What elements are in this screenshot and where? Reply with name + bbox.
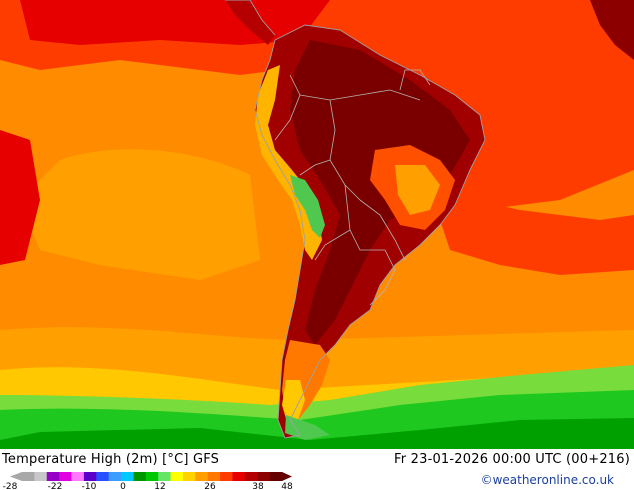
legend-arrow-right [282, 472, 292, 481]
ocean-hot-atlantic [430, 190, 634, 275]
legend-swatch [182, 472, 196, 481]
credit-link[interactable]: ©weatheronline.co.uk [480, 473, 614, 487]
legend-swatch [121, 472, 134, 481]
legend-tick-label: -22 [48, 482, 63, 490]
ocean-band-deepgreen-south [0, 418, 634, 449]
legend-ticks: -28 -22 -10 0 12 26 38 48 [3, 482, 293, 490]
legend-tick-label: 48 [281, 482, 293, 490]
legend-swatch [170, 472, 184, 481]
legend-swatch [145, 472, 159, 481]
legend-arrow-left [10, 472, 22, 481]
legend-swatch [133, 472, 147, 481]
legend-tick-label: 0 [120, 482, 126, 490]
map-footer: Temperature High (2m) [°C] GFS Fr 23-01-… [0, 449, 634, 490]
andes-cool-strip [255, 65, 322, 260]
legend-swatch [158, 472, 172, 481]
legend-swatch [22, 472, 35, 481]
africa-edge [590, 0, 634, 60]
legend-swatch [59, 472, 73, 481]
legend-swatch [96, 472, 110, 481]
legend-swatch [195, 472, 209, 481]
temperature-map [0, 0, 634, 449]
map-title: Temperature High (2m) [°C] GFS [2, 452, 220, 467]
legend-swatch [257, 472, 271, 481]
legend-swatch [71, 472, 85, 481]
tierra-del-fuego [285, 415, 330, 440]
andes-green-patch [290, 175, 325, 238]
legend-swatch [220, 472, 233, 481]
brazil-highlands-orange [395, 165, 440, 215]
patagonia-yellow [282, 380, 305, 425]
legend-swatch [83, 472, 97, 481]
legend-swatch [207, 472, 221, 481]
legend-tick-label: 12 [154, 482, 165, 490]
ocean-hot-westpacific [0, 130, 40, 265]
legend-swatch [108, 472, 122, 481]
central-america [225, 0, 275, 45]
legend-tick-label: -10 [82, 482, 97, 490]
valid-time: Fr 23-01-2026 00:00 UTC (00+216) [394, 452, 630, 467]
legend-swatch [34, 472, 48, 481]
coastline [225, 0, 486, 439]
country-borders [274, 69, 431, 306]
legend-swatches [10, 472, 292, 481]
color-legend: -28 -22 -10 0 12 26 38 48 [3, 472, 293, 490]
legend-tick-label: 26 [204, 482, 216, 490]
ocean-band-pacific-cool [20, 149, 260, 280]
legend-swatch [269, 472, 283, 481]
legend-swatch [244, 472, 258, 481]
legend-tick-label: 38 [252, 482, 264, 490]
legend-tick-label: -28 [3, 482, 18, 490]
legend-swatch [46, 472, 60, 481]
legend-swatch [232, 472, 246, 481]
